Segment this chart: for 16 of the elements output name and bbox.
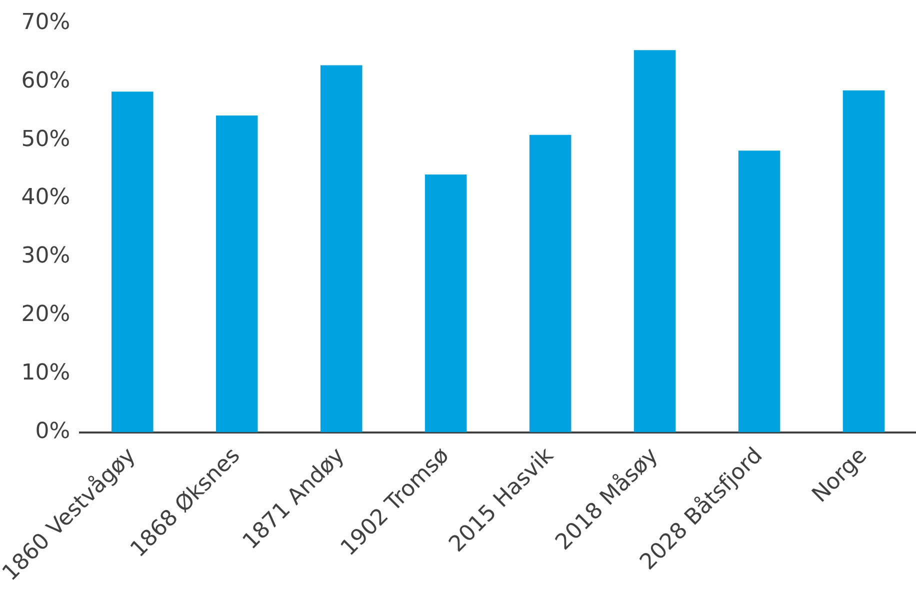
y-tick-label: 10% [21,360,70,386]
bar [738,150,780,432]
y-tick-label: 0% [35,418,70,444]
bar [842,90,885,432]
y-tick-label: 60% [21,68,70,94]
bar [216,116,258,432]
y-tick-label: 40% [21,185,70,210]
y-tick-label: 50% [21,126,70,152]
bar [529,134,572,432]
bar [320,65,362,432]
y-tick-label: 30% [21,244,70,269]
bar [111,92,154,432]
bar [634,50,676,432]
y-tick-label: 20% [21,302,70,328]
y-tick-label: 70% [21,10,70,35]
bar [424,174,467,432]
